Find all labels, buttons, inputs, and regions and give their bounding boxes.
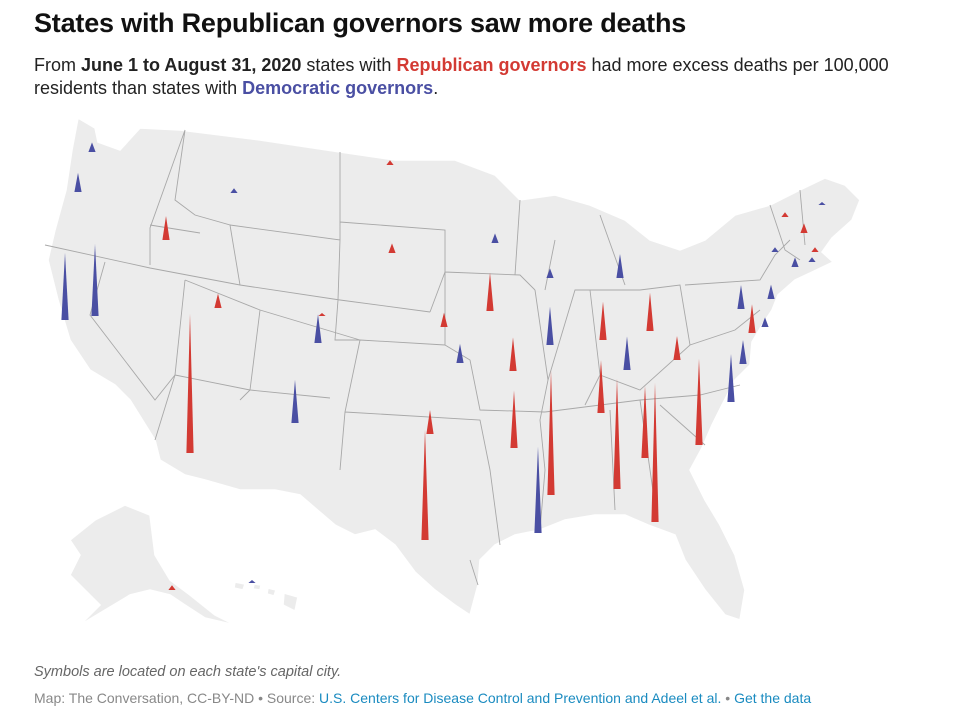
credit-separator: • [254,690,267,706]
spike-mt [230,188,238,193]
credit-separator: • [721,690,735,706]
spike-ak [168,585,176,590]
spike-id [162,216,170,240]
spike-hi [248,580,256,583]
spike-wi [546,268,554,278]
spike-mn [491,233,499,243]
spike-nm [291,379,299,423]
spike-oh [646,292,654,331]
source-link[interactable]: U.S. Centers for Disease Control and Pre… [319,690,722,706]
spike-sd [388,243,396,253]
spike-fl [651,382,659,522]
spike-or [74,172,82,192]
hawaii-shape [252,583,262,591]
spike-wv [673,336,681,360]
spike-ia [486,272,494,311]
credits-line: Map: The Conversation, CC-BY-ND • Source… [34,690,811,706]
map-land [47,116,861,626]
spike-la [534,446,542,533]
state-borders [44,129,806,586]
spike-me [818,202,826,205]
spike-ms [547,370,555,495]
hawaii-shape [266,587,277,597]
spike-va [739,340,747,364]
chart-title: States with Republican governors saw mor… [34,8,687,38]
spike-ks [456,343,464,363]
spike-co [314,314,322,343]
spike-ok [426,410,434,434]
spike-ny [771,247,779,252]
spike-ct [791,257,799,267]
us-spike-map [44,116,861,626]
hawaii-shape [233,581,246,591]
spike-tx [421,429,429,540]
spike-in [599,301,607,340]
spike-wy [318,313,326,316]
spike-il [546,306,554,345]
spike-de [761,317,769,327]
get-the-data-link[interactable]: Get the data [734,690,812,706]
spike-vt [781,212,789,217]
spike-ca [61,252,69,320]
date-range: June 1 to August 31, 2020 [81,55,302,75]
spike-ky [623,336,631,370]
spike-md [748,304,756,333]
spike-tn [597,360,605,413]
spike-nv [91,244,99,316]
subtitle-text: had more excess deaths per 100,000 resid… [34,55,889,98]
spike-wa [88,142,96,152]
spike-ar [510,390,518,448]
state-border-lines [44,129,806,586]
subtitle-text: states with [301,55,397,75]
spike-nj [767,284,775,299]
spike-ga [641,386,649,458]
alaska-shape [68,504,236,626]
spike-nc [727,354,735,402]
chart-subtitle: From June 1 to August 31, 2020 states wi… [34,54,914,100]
subtitle-text: From [34,55,81,75]
subtitle-text: . [433,78,439,98]
democratic-legend-label: Democratic governors [242,78,434,98]
republican-legend-label: Republican governors [396,55,587,75]
source-label: Source: [266,690,320,706]
spike-ut [214,293,222,308]
spike-az [186,313,194,453]
map-credit: Map: The Conversation, CC-BY-ND [34,690,255,706]
spike-mi [616,254,624,278]
hawaii-shape [282,592,299,613]
spike-nd [386,160,394,165]
spike-ne [440,312,448,327]
excess-death-spikes [61,142,826,590]
contiguous-us-shape [47,116,861,621]
spike-sc [695,358,703,445]
spike-nh [800,223,808,233]
spike-ri [808,257,816,262]
spike-mo [509,337,517,371]
spike-al [613,378,621,489]
map-note: Symbols are located on each state's capi… [34,664,342,680]
spike-ma [811,247,819,252]
spike-pa [737,285,745,309]
